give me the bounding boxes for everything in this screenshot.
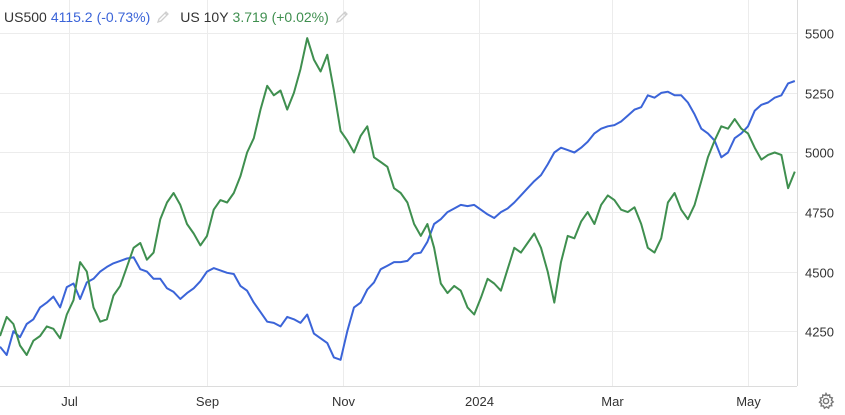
- legend-value-us10y: 3.719: [232, 9, 268, 25]
- y-tick-label: 5250: [805, 87, 834, 102]
- legend-item-us500[interactable]: US500 4115.2 (-0.73%): [4, 9, 170, 25]
- y-tick-label: 4750: [805, 206, 834, 221]
- series-line-us500: [0, 80, 796, 361]
- chart-legend: US500 4115.2 (-0.73%) US 10Y 3.719 (+0.0…: [4, 9, 359, 25]
- gear-icon[interactable]: [817, 392, 835, 410]
- x-tick-label: May: [736, 394, 761, 409]
- x-tick-label: 2024: [465, 394, 494, 409]
- legend-symbol-us500: US500: [4, 9, 47, 25]
- chart-grid: [0, 0, 798, 387]
- x-tick-label: Nov: [332, 394, 356, 409]
- series-line-us10y: [0, 37, 796, 356]
- x-tick-label: Mar: [601, 394, 624, 409]
- y-tick-label: 4250: [805, 325, 834, 340]
- pencil-icon[interactable]: [335, 10, 349, 24]
- x-axis: Jul Sep Nov 2024 Mar May: [61, 394, 761, 409]
- legend-change-us10y: (+0.02%): [271, 9, 329, 25]
- x-tick-label: Sep: [196, 394, 219, 409]
- y-tick-label: 4500: [805, 266, 834, 281]
- legend-symbol-us10y: US 10Y: [180, 9, 229, 25]
- x-tick-label: Jul: [61, 394, 78, 409]
- y-tick-label: 5500: [805, 27, 834, 42]
- chart-series-group: [0, 37, 796, 361]
- legend-change-us500: (-0.73%): [96, 9, 151, 25]
- legend-item-us10y[interactable]: US 10Y 3.719 (+0.02%): [180, 9, 349, 25]
- y-axis: 5500 5250 5000 4750 4500 4250: [805, 27, 834, 340]
- legend-value-us500: 4115.2: [50, 9, 93, 25]
- pencil-icon[interactable]: [156, 10, 170, 24]
- y-tick-label: 5000: [805, 146, 834, 161]
